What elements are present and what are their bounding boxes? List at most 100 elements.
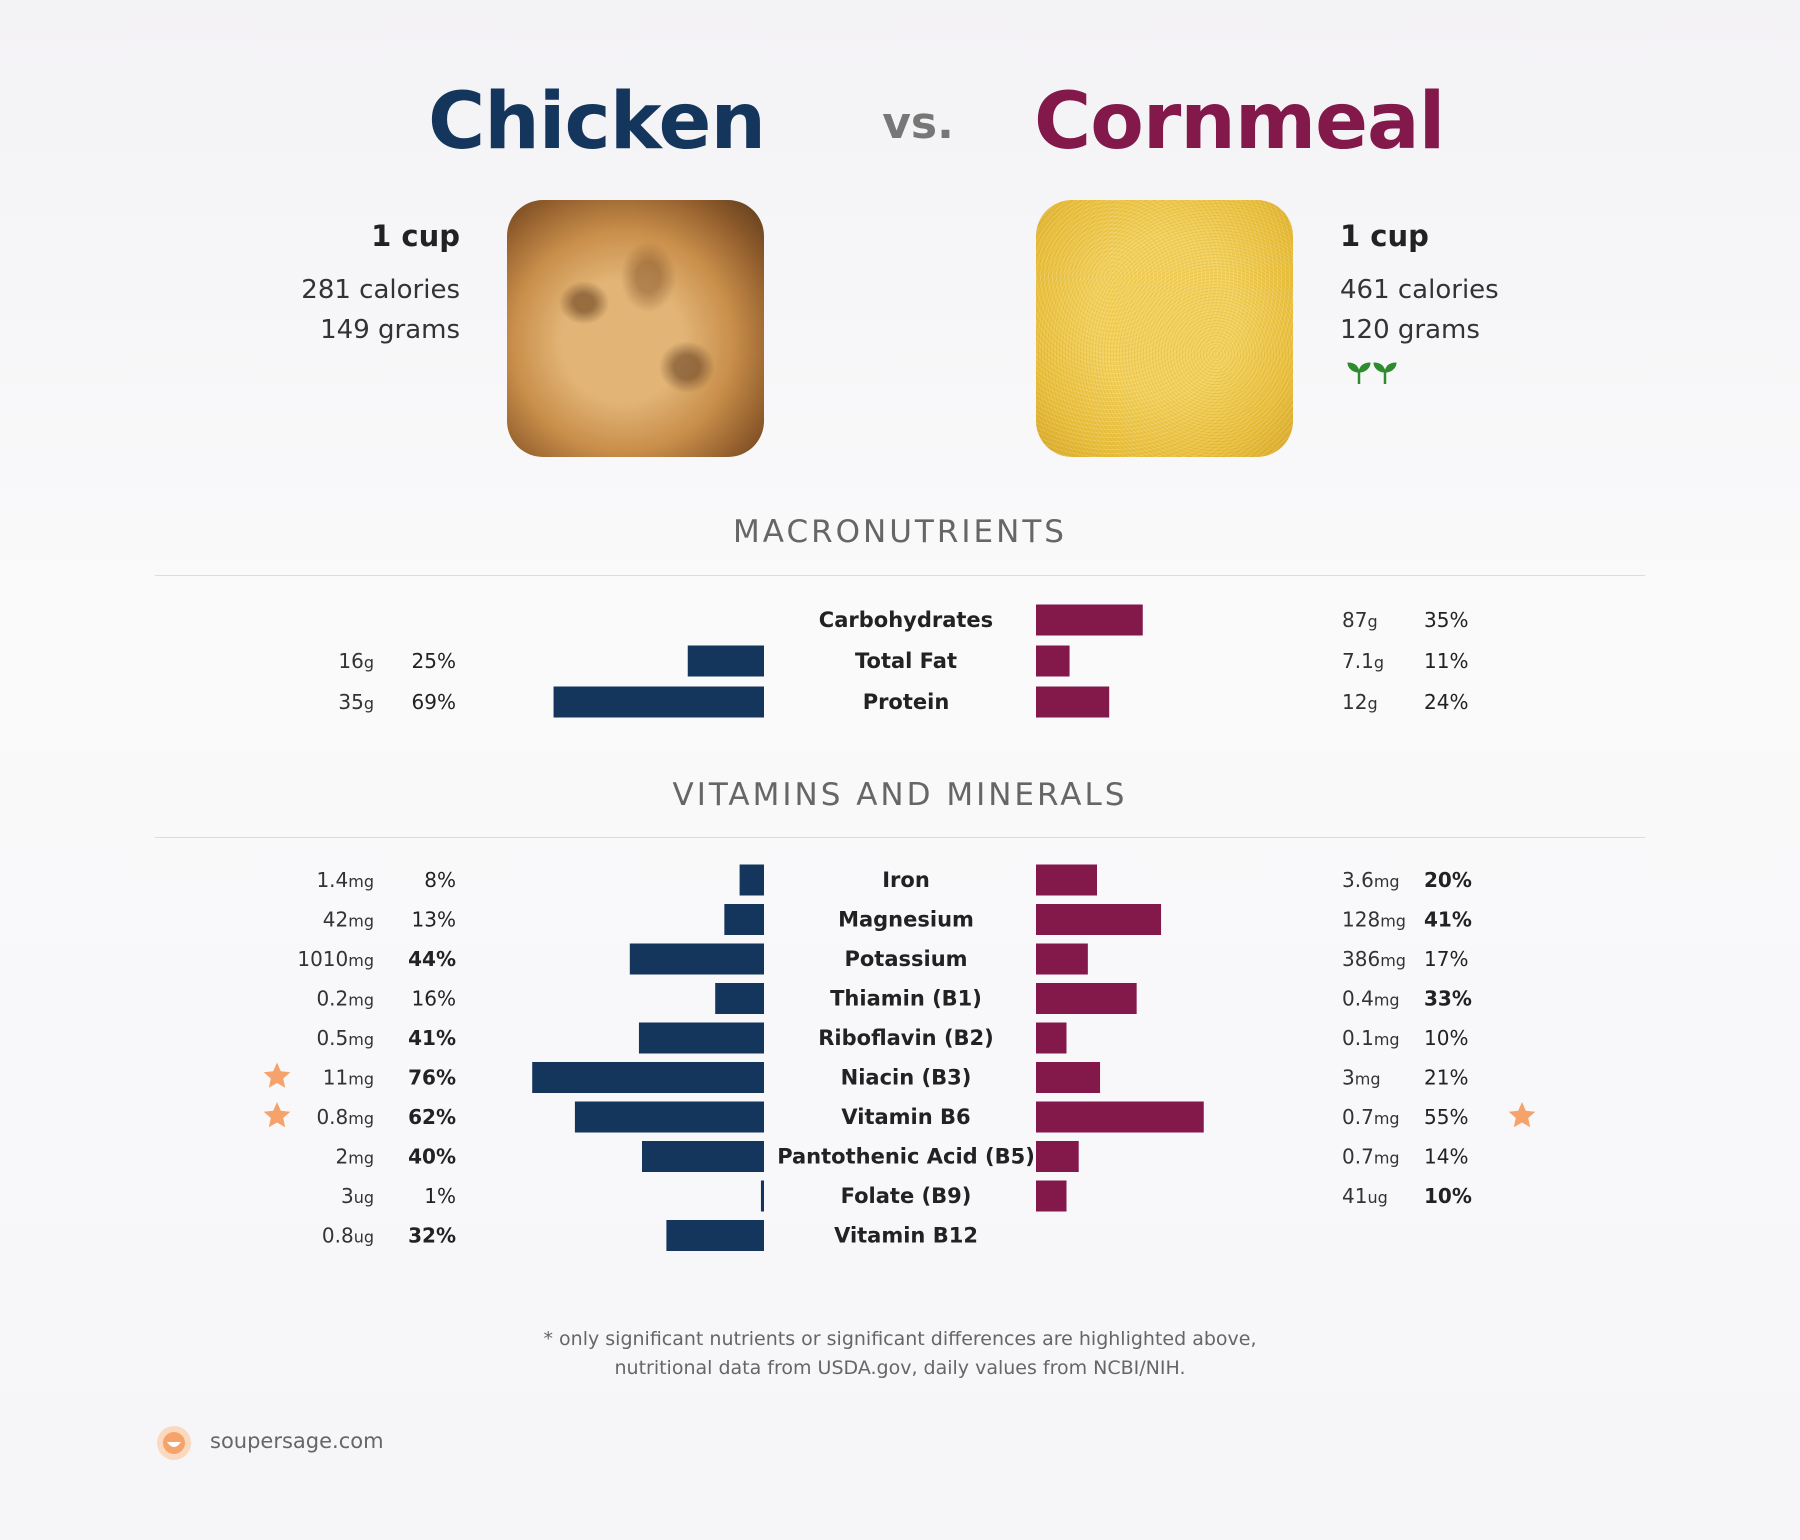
food-a-amount: 42mg (323, 908, 374, 932)
food-b-amount: 0.7mg (1342, 1105, 1400, 1129)
nutrient-label: Potassium (844, 947, 967, 971)
food-a-bar (687, 645, 764, 677)
food-b-amount: 12g (1342, 690, 1378, 714)
food-a-bar (642, 1141, 764, 1172)
nutrient-label: Magnesium (838, 908, 974, 932)
nutrient-label: Thiamin (B1) (830, 987, 982, 1011)
food-a-daily-value: 32% (408, 1224, 456, 1248)
nutrient-label: Niacin (B3) (841, 1066, 972, 1090)
food-a-bar (629, 943, 764, 975)
food-b-bar (1036, 864, 1097, 896)
footnote-line-1: * only significant nutrients or signific… (543, 1328, 1257, 1350)
food-b-bar (1036, 983, 1137, 1014)
leaf-icon (1347, 362, 1397, 384)
food-a-daily-value: 1% (424, 1184, 456, 1208)
food-b-bar (1036, 904, 1162, 935)
vitamins-heading: VITAMINS AND MINERALS (672, 777, 1128, 813)
food-b-title: Cornmeal (1034, 77, 1445, 167)
food-b-bar (1036, 943, 1088, 975)
food-a-bar (553, 686, 764, 718)
food-b-bar (1036, 1062, 1101, 1093)
macronutrients-heading: MACRONUTRIENTS (733, 514, 1067, 550)
food-b-amount: 0.1mg (1342, 1026, 1400, 1050)
food-a-amount: 16g (338, 649, 374, 673)
food-a-amount: 1010mg (297, 947, 374, 971)
food-b-daily-value: 55% (1424, 1105, 1468, 1129)
food-b-serving-unit: 1 cup (1340, 219, 1429, 253)
brand-link[interactable]: soupersage.com (210, 1429, 384, 1453)
food-a-daily-value: 25% (412, 649, 456, 673)
food-a-amount: 35g (338, 690, 374, 714)
food-a-amount: 3ug (341, 1184, 374, 1208)
food-a-daily-value: 16% (412, 987, 456, 1011)
food-a-bar (666, 1220, 764, 1251)
food-b-bar (1036, 1141, 1079, 1172)
food-a-grams: 149 grams (320, 315, 460, 345)
food-a-title: Chicken (428, 77, 766, 167)
section-divider (155, 575, 1645, 576)
nutrient-label: Protein (863, 690, 950, 714)
food-b-amount: 386mg (1342, 947, 1406, 971)
food-a-amount: 0.2mg (316, 987, 374, 1011)
food-a-bar (724, 904, 764, 935)
food-a-bar (532, 1062, 764, 1093)
star-icon (263, 1102, 291, 1128)
food-a-bar (760, 1180, 764, 1212)
food-b-daily-value: 21% (1424, 1066, 1468, 1090)
food-b-calories: 461 calories (1340, 275, 1499, 305)
section-divider (155, 837, 1645, 838)
star-icon (1508, 1102, 1536, 1128)
food-b-amount: 7.1g (1342, 649, 1384, 673)
food-b-amount: 87g (1342, 608, 1378, 632)
food-b-daily-value: 20% (1424, 868, 1472, 892)
food-a-amount: 0.5mg (316, 1026, 374, 1050)
food-b-bar (1036, 604, 1143, 636)
nutrient-label: Riboflavin (B2) (818, 1026, 994, 1050)
food-b-daily-value: 14% (1424, 1145, 1468, 1169)
food-b-daily-value: 11% (1424, 649, 1468, 673)
food-b-daily-value: 33% (1424, 987, 1472, 1011)
food-a-calories: 281 calories (301, 275, 460, 305)
food-a-photo (507, 200, 764, 457)
soupersage-logo-icon (157, 1426, 191, 1460)
food-b-daily-value: 24% (1424, 690, 1468, 714)
nutrient-label: Vitamin B12 (834, 1224, 978, 1248)
star-icon (263, 1062, 291, 1088)
food-a-daily-value: 44% (408, 947, 456, 971)
food-b-daily-value: 10% (1424, 1184, 1472, 1208)
food-b-daily-value: 35% (1424, 608, 1468, 632)
food-a-bar (739, 864, 764, 896)
food-a-bar (638, 1022, 764, 1054)
food-a-amount: 0.8mg (316, 1105, 374, 1129)
food-b-daily-value: 10% (1424, 1026, 1468, 1050)
food-b-amount: 0.4mg (1342, 987, 1400, 1011)
food-a-daily-value: 62% (408, 1105, 456, 1129)
nutrient-label: Folate (B9) (841, 1184, 972, 1208)
food-b-daily-value: 17% (1424, 947, 1468, 971)
nutrient-label: Pantothenic Acid (B5) (777, 1145, 1035, 1169)
food-b-amount: 128mg (1342, 908, 1406, 932)
food-b-daily-value: 41% (1424, 908, 1472, 932)
food-a-daily-value: 69% (412, 690, 456, 714)
nutrient-label: Carbohydrates (819, 608, 993, 632)
footnote-line-2: nutritional data from USDA.gov, daily va… (614, 1357, 1186, 1379)
food-b-photo (1036, 200, 1293, 457)
food-a-bar (715, 983, 764, 1014)
vs-label: vs. (882, 98, 954, 149)
food-b-bar (1036, 1101, 1204, 1133)
food-a-daily-value: 76% (408, 1066, 456, 1090)
food-a-amount: 2mg (336, 1145, 374, 1169)
food-b-amount: 41ug (1342, 1184, 1388, 1208)
food-a-daily-value: 8% (424, 868, 456, 892)
food-a-amount: 0.8ug (322, 1224, 374, 1248)
food-b-bar (1036, 1180, 1067, 1212)
food-a-daily-value: 40% (408, 1145, 456, 1169)
food-b-amount: 3mg (1342, 1066, 1380, 1090)
nutrient-label: Vitamin B6 (841, 1105, 970, 1129)
food-a-daily-value: 13% (412, 908, 456, 932)
food-b-grams: 120 grams (1340, 315, 1480, 345)
food-a-daily-value: 41% (408, 1026, 456, 1050)
food-b-amount: 0.7mg (1342, 1145, 1400, 1169)
food-b-bar (1036, 1022, 1067, 1054)
